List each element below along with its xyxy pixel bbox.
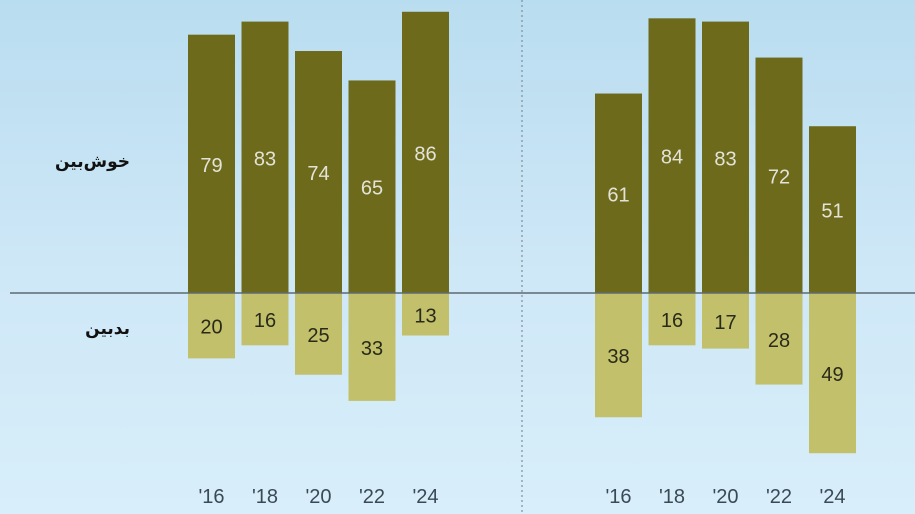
data-label-pessimistic-p1-2: 25 bbox=[307, 325, 329, 347]
data-label-pessimistic-p2-4: 49 bbox=[821, 364, 843, 386]
data-label-pessimistic-p2-3: 28 bbox=[768, 330, 790, 352]
x-tick-label-p2-1: '18 bbox=[659, 486, 685, 508]
bar-pessimistic-p2-4 bbox=[809, 293, 856, 454]
data-label-pessimistic-p2-2: 17 bbox=[714, 312, 736, 334]
x-tick-label-p2-3: '22 bbox=[766, 486, 792, 508]
data-label-optimistic-p2-4: 51 bbox=[821, 201, 843, 223]
data-label-optimistic-p2-1: 84 bbox=[661, 147, 683, 169]
bar-optimistic-p1-3 bbox=[348, 80, 396, 293]
data-label-optimistic-p1-4: 86 bbox=[414, 143, 436, 165]
bar-pessimistic-p1-3 bbox=[348, 293, 396, 401]
bar-optimistic-p2-1 bbox=[648, 18, 696, 293]
bar-pessimistic-p2-2 bbox=[702, 293, 749, 349]
bar-optimistic-p1-1 bbox=[241, 21, 289, 294]
bar-optimistic-p2-0 bbox=[595, 93, 642, 293]
bar-optimistic-p2-4 bbox=[809, 126, 856, 293]
data-label-pessimistic-p1-4: 13 bbox=[414, 305, 436, 327]
data-label-pessimistic-p2-0: 38 bbox=[607, 346, 629, 368]
bar-pessimistic-p1-4 bbox=[402, 293, 449, 336]
data-label-pessimistic-p1-1: 16 bbox=[254, 310, 276, 332]
bar-pessimistic-p2-0 bbox=[595, 293, 642, 418]
data-label-optimistic-p2-2: 83 bbox=[714, 148, 736, 170]
bar-optimistic-p1-2 bbox=[295, 51, 342, 293]
data-label-optimistic-p1-2: 74 bbox=[307, 163, 329, 185]
pessimistic-row-label: بدبین bbox=[85, 319, 130, 339]
bar-optimistic-p2-2 bbox=[702, 21, 749, 294]
data-label-optimistic-p2-3: 72 bbox=[768, 166, 790, 188]
bar-pessimistic-p2-3 bbox=[755, 293, 803, 385]
x-tick-label-p2-0: '16 bbox=[605, 486, 631, 508]
optimistic-row-label: خوش‌بین bbox=[55, 152, 130, 172]
x-tick-label-p2-2: '20 bbox=[712, 486, 738, 508]
x-tick-label-p2-4: '24 bbox=[819, 486, 845, 508]
data-label-pessimistic-p1-0: 20 bbox=[200, 317, 222, 339]
data-label-optimistic-p2-0: 61 bbox=[607, 184, 629, 206]
x-tick-label-p1-1: '18 bbox=[252, 486, 278, 508]
bar-pessimistic-p2-1 bbox=[648, 293, 696, 346]
bar-optimistic-p1-4 bbox=[402, 11, 449, 294]
x-tick-label-p1-3: '22 bbox=[359, 486, 385, 508]
bar-pessimistic-p1-0 bbox=[188, 293, 235, 359]
x-tick-label-p1-2: '20 bbox=[305, 486, 331, 508]
x-tick-label-p1-0: '16 bbox=[198, 486, 224, 508]
data-label-pessimistic-p1-3: 33 bbox=[361, 338, 383, 360]
bar-optimistic-p1-0 bbox=[188, 34, 235, 294]
bar-pessimistic-p1-1 bbox=[241, 293, 289, 346]
bar-pessimistic-p1-2 bbox=[295, 293, 342, 375]
x-tick-label-p1-4: '24 bbox=[412, 486, 438, 508]
data-label-optimistic-p1-3: 65 bbox=[361, 178, 383, 200]
data-label-optimistic-p1-1: 83 bbox=[254, 148, 276, 170]
data-label-pessimistic-p2-1: 16 bbox=[661, 310, 683, 332]
data-label-optimistic-p1-0: 79 bbox=[200, 155, 222, 177]
bar-optimistic-p2-3 bbox=[755, 57, 803, 294]
